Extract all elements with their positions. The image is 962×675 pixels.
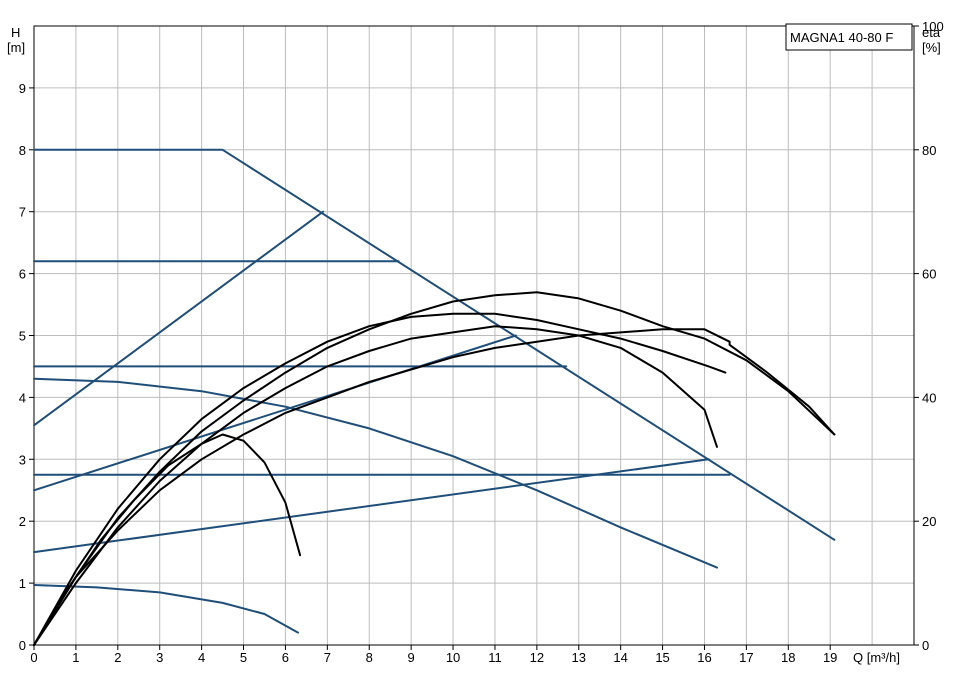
x-tick-label: 15 — [655, 650, 669, 665]
head-curve — [33, 377, 718, 569]
y-tick-label: 6 — [19, 267, 26, 282]
head-curve — [33, 210, 325, 427]
x-tick-label: 1 — [72, 650, 79, 665]
x-tick-label: 3 — [156, 650, 163, 665]
model-label: MAGNA1 40-80 F — [790, 30, 893, 45]
y-tick-label: 7 — [19, 205, 26, 220]
y2-tick-label: 80 — [922, 143, 936, 158]
head-curve — [33, 148, 836, 541]
head-curve — [33, 334, 517, 492]
y2-tick-label: 0 — [922, 638, 929, 653]
x-tick-label: 12 — [530, 650, 544, 665]
y2-axis-label: eta — [922, 25, 941, 40]
x-tick-label: 8 — [366, 650, 373, 665]
x-tick-label: 0 — [30, 650, 37, 665]
efficiency-curve — [33, 312, 727, 646]
x-tick-label: 5 — [240, 650, 247, 665]
x-tick-label: 17 — [739, 650, 753, 665]
y-tick-label: 2 — [19, 514, 26, 529]
x-tick-label: 11 — [488, 650, 502, 665]
x-tick-label: 10 — [446, 650, 460, 665]
x-tick-label: 7 — [324, 650, 331, 665]
y2-axis-unit: [%] — [922, 40, 941, 55]
efficiency-curve — [33, 325, 718, 646]
head-curve — [33, 584, 299, 634]
model-label-box — [785, 23, 913, 51]
y-tick-label: 3 — [19, 452, 26, 467]
x-tick-label: 6 — [282, 650, 289, 665]
y-tick-label: 0 — [19, 638, 26, 653]
axes — [29, 25, 919, 650]
x-tick-label: 2 — [114, 650, 121, 665]
y-tick-label: 5 — [19, 329, 26, 344]
x-tick-label: 18 — [781, 650, 795, 665]
y2-tick-label: 20 — [922, 514, 936, 529]
efficiency-curve — [33, 433, 302, 646]
y-tick-label: 4 — [19, 390, 26, 405]
tick-labels: 0 1 2 3 4 5 6 7 8 9 10 11 12 13 14 15 16 17 18 190123456789… — [19, 19, 944, 665]
efficiency-curve — [33, 291, 836, 646]
y-tick-label: 1 — [19, 576, 26, 591]
y2-tick-label: 60 — [922, 267, 936, 282]
y-tick-label: 9 — [19, 81, 26, 96]
x-axis-label: Q [m³/h] — [853, 650, 900, 665]
head-curve — [33, 458, 710, 554]
y-tick-label: 8 — [19, 143, 26, 158]
grid — [33, 25, 915, 646]
y2-tick-label: 100 — [922, 19, 944, 34]
x-tick-label: 16 — [697, 650, 711, 665]
x-tick-label: 13 — [572, 650, 586, 665]
x-tick-label: 4 — [198, 650, 205, 665]
efficiency-curve — [33, 328, 836, 646]
x-tick-label: 14 — [613, 650, 627, 665]
x-tick-label: 9 — [408, 650, 415, 665]
x-tick-label: 19 — [823, 650, 837, 665]
y-axis-unit: [m] — [7, 40, 25, 55]
curves — [33, 148, 836, 646]
y2-tick-label: 40 — [922, 390, 936, 405]
y-axis-label: H — [11, 25, 20, 40]
